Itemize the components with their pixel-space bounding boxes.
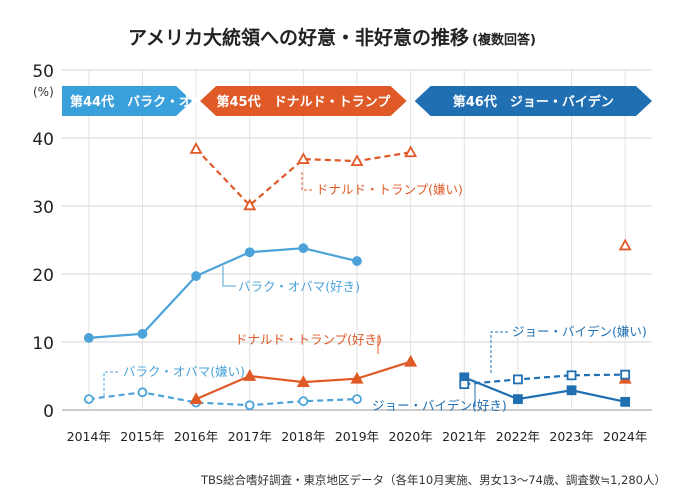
series-label-biden-like: ジョー・バイデン(好き) xyxy=(372,398,507,413)
data-point-2-0 xyxy=(189,392,203,405)
data-point-1-0 xyxy=(83,394,94,405)
era-arrow-0 xyxy=(62,86,193,116)
series-label-trump-dislike: ドナルド・トランプ(嫌い) xyxy=(316,182,463,197)
x-tick-label-0: 2014年 xyxy=(67,429,111,444)
data-point-7-1 xyxy=(513,374,523,385)
data-point-1-4 xyxy=(298,396,309,407)
data-point-3-3 xyxy=(350,154,364,167)
data-point-3-4 xyxy=(404,145,418,158)
callout-leader-biden-dislike xyxy=(490,331,508,373)
x-tick-label-8: 2022年 xyxy=(496,429,540,444)
era-label-1: 第45代 ドナルド・トランプ xyxy=(217,94,392,110)
data-point-4-0 xyxy=(618,238,632,251)
x-tick-label-7: 2021年 xyxy=(442,429,486,444)
data-point-3-1 xyxy=(243,198,257,211)
data-point-6-1 xyxy=(513,394,523,405)
y-tick-label-10: 10 xyxy=(32,334,54,354)
data-point-6-3 xyxy=(620,396,631,407)
chart-title-note: (複数回答) xyxy=(472,32,536,48)
x-tick-labels: 2014年 2015年 2016年 2017年 2018年 2019年 2020年 2021年… xyxy=(67,429,648,444)
data-point-2-2 xyxy=(296,375,310,388)
series-label-obama-like: バラク・オバマ(好き) xyxy=(238,279,360,294)
y-tick-label-20: 20 xyxy=(32,266,54,286)
data-point-7-3 xyxy=(620,369,631,380)
y-tick-label-50: 50 xyxy=(32,62,54,82)
y-tick-label-30: 30 xyxy=(32,198,54,218)
y-unit-label: (%) xyxy=(33,85,54,99)
data-point-0-0 xyxy=(83,333,94,343)
data-point-0-4 xyxy=(298,243,309,254)
x-tick-label-10: 2024年 xyxy=(603,429,647,444)
era-label-0: 第44代 バラク・オバマ xyxy=(70,94,218,110)
callout-leader-biden-like xyxy=(474,384,476,407)
y-tick-label-40: 40 xyxy=(32,130,54,150)
data-point-1-3 xyxy=(244,400,255,411)
series-label-biden-dislike: ジョー・バイデン(嫌い) xyxy=(512,324,647,339)
era-arrow-1 xyxy=(200,86,407,116)
data-point-2-3 xyxy=(350,371,364,384)
data-point-0-2 xyxy=(191,271,201,281)
series-line-0 xyxy=(88,247,358,339)
x-tick-label-3: 2017年 xyxy=(228,429,272,444)
data-point-0-5 xyxy=(352,256,362,266)
data-point-3-0 xyxy=(189,142,203,154)
gridlines xyxy=(62,69,652,411)
data-point-1-5 xyxy=(352,394,362,405)
callout-leader-obama-like xyxy=(222,266,236,287)
x-tick-label-2: 2016年 xyxy=(174,429,218,444)
x-tick-label-4: 2018年 xyxy=(281,429,325,444)
chart-title: アメリカ大統領への好意・非好意の推移 (複数回答) xyxy=(128,26,536,49)
series-line-6 xyxy=(463,376,626,403)
series-markers xyxy=(83,142,632,411)
series-line-7 xyxy=(464,373,626,386)
data-point-3-2 xyxy=(296,152,310,164)
data-point-0-3 xyxy=(244,247,255,258)
series-line-3 xyxy=(195,148,411,207)
x-tick-label-6: 2020年 xyxy=(388,429,432,444)
source-note: TBS総合嗜好調査・東京地区データ（各年10月実施、男女13〜74歳、調査数≒1… xyxy=(200,473,666,487)
chart-title-main: アメリカ大統領への好意・非好意の推移 xyxy=(128,26,469,49)
data-point-2-1 xyxy=(243,369,257,381)
x-tick-label-9: 2023年 xyxy=(549,429,593,444)
series-label-obama-dislike: バラク・オバマ(嫌い) xyxy=(123,364,245,379)
series-line-1 xyxy=(88,391,358,407)
data-point-0-1 xyxy=(137,328,148,339)
x-tick-label-5: 2019年 xyxy=(335,429,379,444)
data-point-7-0 xyxy=(459,379,470,390)
y-tick-label-0: 0 xyxy=(43,402,54,422)
data-point-2-4 xyxy=(404,354,418,367)
x-tick-label-1: 2015年 xyxy=(120,429,164,444)
y-tick-labels: 0 10 20 30 40 50 xyxy=(32,62,54,422)
data-point-7-2 xyxy=(566,370,577,381)
series-label-trump-like: ドナルド・トランプ(好き) xyxy=(235,332,382,347)
era-label-2: 第46代 ジョー・バイデン xyxy=(453,94,614,110)
era-arrow-2 xyxy=(414,86,652,116)
data-point-1-1 xyxy=(137,387,148,398)
data-point-6-2 xyxy=(566,385,577,396)
series-callouts: バラク・オバマ(好き) バラク・オバマ(嫌い) ドナルド・トランプ(好き) ドナ… xyxy=(103,172,647,413)
callout-leader-obama-dislike xyxy=(103,371,120,396)
callout-leader-trump-dislike xyxy=(301,172,312,191)
